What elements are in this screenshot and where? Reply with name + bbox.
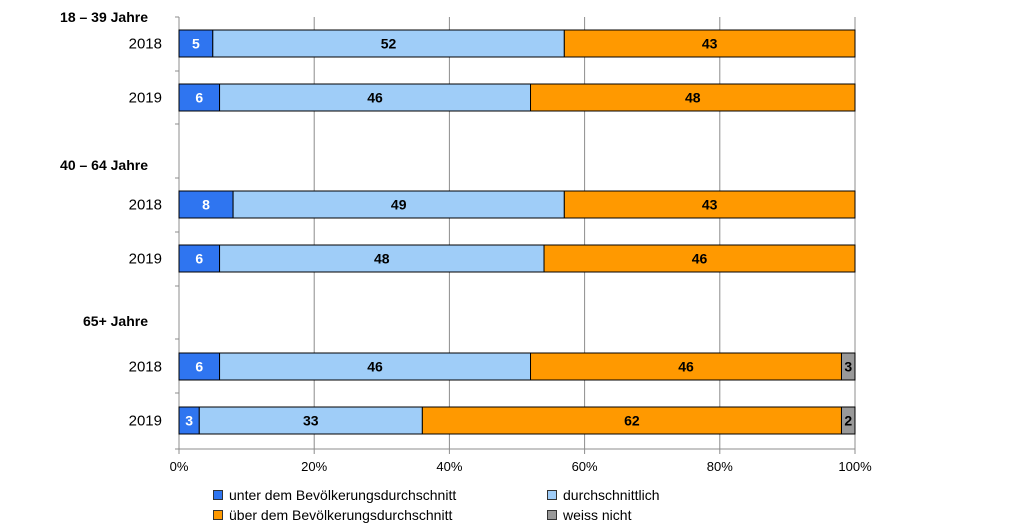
data-label: 6: [195, 359, 203, 375]
data-label: 6: [195, 90, 203, 106]
bar-segment: [840, 406, 856, 435]
bar-segment: [178, 29, 214, 58]
group-label: 18 – 39 Jahre: [60, 9, 148, 25]
data-label: 52: [381, 36, 397, 52]
x-tick-label: 0%: [170, 459, 189, 474]
year-label: 2019: [129, 90, 162, 107]
bar-segment: [530, 83, 856, 112]
bar-segment: [178, 352, 221, 381]
data-label: 62: [624, 413, 640, 429]
group-label: 65+ Jahre: [83, 313, 148, 329]
data-label: 5: [192, 36, 200, 52]
data-label: 46: [678, 359, 694, 375]
legend-swatch-above: [213, 510, 223, 520]
bar-segment: [563, 29, 856, 58]
bar-segment: [198, 406, 423, 435]
legend-swatch-dontknow: [547, 510, 557, 520]
data-label: 2: [844, 413, 852, 429]
bar-segment: [219, 83, 532, 112]
bar-segment: [178, 83, 221, 112]
legend-label-below: unter dem Bevölkerungsdurchschnitt: [229, 487, 457, 503]
legend: unter dem Bevölkerungsdurchschnitt durch…: [213, 487, 713, 525]
data-label: 49: [391, 197, 407, 213]
bar-segment: [543, 244, 856, 273]
bar-segment: [232, 190, 565, 219]
bar-segment: [421, 406, 842, 435]
data-label: 46: [367, 90, 383, 106]
year-label: 2018: [129, 36, 162, 53]
legend-item-dontknow: weiss nicht: [547, 507, 631, 523]
legend-label-dontknow: weiss nicht: [563, 507, 632, 523]
data-label: 3: [844, 359, 852, 375]
x-tick-label: 40%: [436, 459, 462, 474]
data-label: 6: [195, 251, 203, 267]
legend-label-above: über dem Bevölkerungsdurchschnitt: [229, 507, 453, 523]
data-label: 3: [185, 413, 193, 429]
x-tick-label: 100%: [838, 459, 872, 474]
x-tick-label: 60%: [572, 459, 598, 474]
year-label: 2018: [129, 359, 162, 376]
data-label: 46: [367, 359, 383, 375]
bar-segment: [563, 190, 856, 219]
bar-segment: [212, 29, 565, 58]
data-label: 48: [374, 251, 390, 267]
legend-swatch-average: [547, 490, 557, 500]
data-label: 43: [702, 36, 718, 52]
data-label: 48: [685, 90, 701, 106]
bar-segment: [219, 244, 545, 273]
bar-segment: [840, 352, 856, 381]
bar-segment: [178, 190, 234, 219]
data-label: 46: [692, 251, 708, 267]
bar-segment: [178, 244, 221, 273]
year-label: 2018: [129, 197, 162, 214]
x-tick-label: 80%: [707, 459, 733, 474]
bar-segment: [219, 352, 532, 381]
x-tick-label: 20%: [301, 459, 327, 474]
data-label: 43: [702, 197, 718, 213]
legend-item-below: unter dem Bevölkerungsdurchschnitt: [213, 487, 456, 503]
year-label: 2019: [129, 413, 162, 430]
data-label: 8: [202, 197, 210, 213]
legend-item-average: durchschnittlich: [547, 487, 660, 503]
stacked-bar-chart: 0% 20% 40% 60% 80% 100% 18 – 39 Jahre 2018 5 52 43…: [60, 9, 872, 474]
legend-item-above: über dem Bevölkerungsdurchschnitt: [213, 507, 452, 523]
year-label: 2019: [129, 251, 162, 268]
legend-label-average: durchschnittlich: [563, 487, 660, 503]
group-label: 40 – 64 Jahre: [60, 157, 148, 173]
legend-swatch-below: [213, 490, 223, 500]
data-label: 33: [303, 413, 319, 429]
bar-segment: [530, 352, 842, 381]
